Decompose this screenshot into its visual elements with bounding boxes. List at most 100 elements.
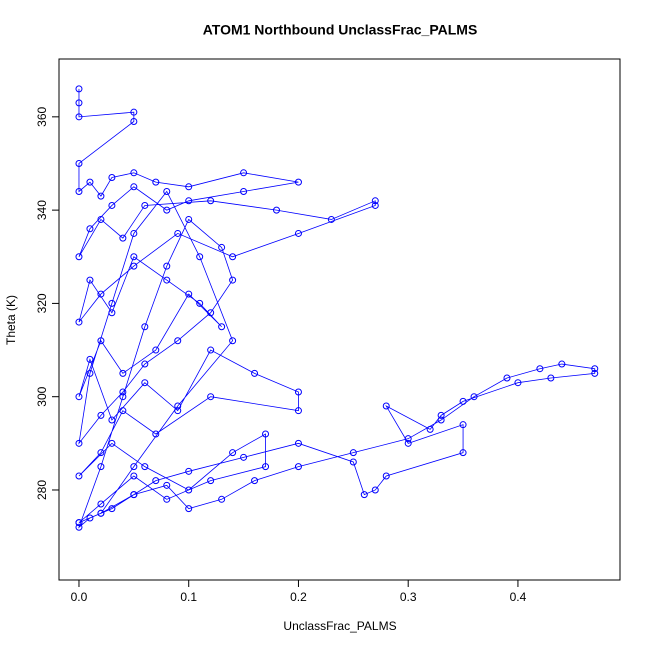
point (75, 187, 83, 195)
point (86, 514, 94, 522)
point (229, 253, 237, 261)
point (514, 379, 522, 387)
point (97, 411, 105, 419)
point (75, 253, 83, 261)
point (240, 169, 248, 177)
point (119, 234, 127, 242)
point (174, 229, 182, 237)
point (591, 369, 599, 377)
point (536, 365, 544, 373)
point (185, 486, 193, 494)
point (470, 393, 478, 401)
point (108, 505, 116, 513)
point (163, 187, 171, 195)
point (86, 178, 94, 186)
point (349, 449, 357, 457)
point (174, 337, 182, 345)
point (294, 229, 302, 237)
y-tick-label: 360 (35, 107, 49, 127)
point (75, 472, 83, 480)
x-tick-label: 0.0 (71, 590, 88, 604)
point (152, 178, 160, 186)
point (108, 299, 116, 307)
point (97, 290, 105, 298)
plot-box (58, 58, 621, 581)
point (97, 509, 105, 517)
point (404, 435, 412, 443)
point (108, 201, 116, 209)
point (119, 407, 127, 415)
point (75, 159, 83, 167)
point (426, 425, 434, 433)
point (141, 201, 149, 209)
point (294, 407, 302, 415)
point (251, 369, 259, 377)
point (503, 374, 511, 382)
point (130, 463, 138, 471)
point (240, 187, 248, 195)
point (360, 491, 368, 499)
point (174, 402, 182, 410)
point (371, 201, 379, 209)
point (218, 323, 226, 331)
point (119, 388, 127, 396)
x-tick-label: 0.3 (400, 590, 417, 604)
point (207, 477, 215, 485)
point (207, 197, 215, 205)
point (75, 393, 83, 401)
point (262, 463, 270, 471)
point (75, 439, 83, 447)
point (141, 379, 149, 387)
point (75, 113, 83, 121)
point (382, 472, 390, 480)
point (130, 108, 138, 116)
point (163, 481, 171, 489)
point (86, 369, 94, 377)
point (97, 192, 105, 200)
point (130, 169, 138, 177)
point (196, 299, 204, 307)
point (229, 337, 237, 345)
point (185, 505, 193, 513)
point (163, 495, 171, 503)
point (163, 206, 171, 214)
point (152, 346, 160, 354)
point (218, 243, 226, 251)
point (163, 276, 171, 284)
point (86, 225, 94, 233)
point (141, 323, 149, 331)
point (294, 178, 302, 186)
point (273, 206, 281, 214)
point (218, 495, 226, 503)
point (130, 253, 138, 261)
point (207, 346, 215, 354)
point (152, 477, 160, 485)
point (294, 439, 302, 447)
point (130, 118, 138, 126)
x-tick-label: 0.4 (510, 590, 527, 604)
chart-title: ATOM1 Northbound UnclassFrac_PALMS (203, 22, 478, 38)
y-tick-label: 280 (35, 480, 49, 500)
point (437, 411, 445, 419)
point (141, 360, 149, 368)
point (262, 430, 270, 438)
point (371, 197, 379, 205)
point (558, 360, 566, 368)
point (130, 472, 138, 480)
point (591, 365, 599, 373)
point (459, 421, 467, 429)
point (229, 276, 237, 284)
point (207, 309, 215, 317)
point (251, 477, 259, 485)
point (97, 449, 105, 457)
point (130, 262, 138, 270)
point (349, 458, 357, 466)
point (130, 229, 138, 237)
point (185, 290, 193, 298)
point (163, 262, 171, 270)
point (108, 439, 116, 447)
point (294, 463, 302, 471)
point (174, 407, 182, 415)
point (459, 397, 467, 405)
